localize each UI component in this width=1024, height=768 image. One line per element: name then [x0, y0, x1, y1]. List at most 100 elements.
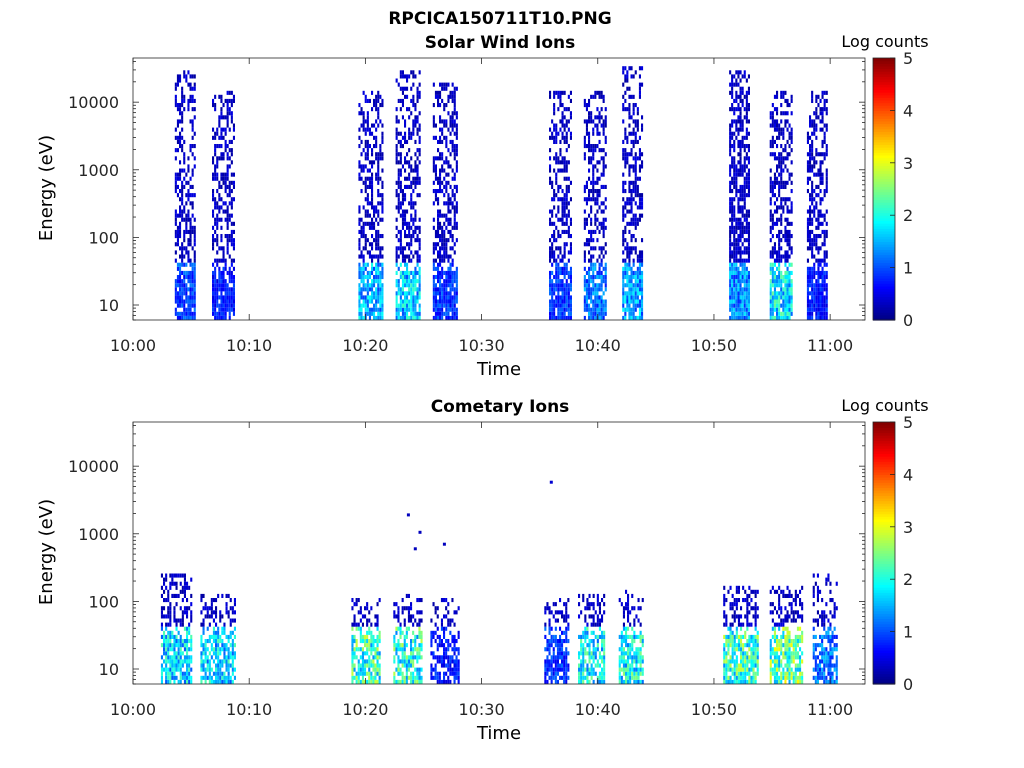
- heatmap-cell: [638, 197, 641, 202]
- heatmap-cell: [179, 254, 182, 259]
- heatmap-cell: [569, 111, 572, 116]
- heatmap-cell: [557, 266, 560, 271]
- heatmap-cell: [747, 103, 750, 108]
- heatmap-cell: [177, 651, 180, 656]
- heatmap-cell: [626, 135, 629, 140]
- heatmap-cell: [739, 246, 742, 251]
- heatmap-cell: [218, 180, 221, 185]
- heatmap-cell: [412, 234, 415, 239]
- heatmap-cell: [445, 315, 448, 320]
- heatmap-cell: [368, 168, 371, 173]
- heatmap-cell: [588, 238, 591, 243]
- heatmap-cell: [204, 671, 207, 676]
- heatmap-cell: [223, 622, 226, 627]
- heatmap-cell: [163, 614, 166, 619]
- heatmap-cell: [410, 135, 413, 140]
- heatmap-cell: [217, 667, 220, 672]
- heatmap-cell: [743, 70, 746, 75]
- heatmap-cell: [600, 315, 603, 320]
- heatmap-cell: [364, 663, 367, 668]
- heatmap-cell: [179, 107, 182, 112]
- heatmap-cell: [604, 287, 607, 292]
- heatmap-cell: [811, 246, 814, 251]
- heatmap-cell: [361, 671, 364, 676]
- heatmap-cell: [747, 156, 750, 161]
- heatmap-cell: [600, 303, 603, 308]
- heatmap-cell: [741, 266, 744, 271]
- heatmap-cell: [179, 266, 182, 271]
- heatmap-cell: [370, 679, 373, 684]
- heatmap-cell: [821, 315, 824, 320]
- heatmap-cell: [373, 221, 376, 226]
- heatmap-cell: [189, 262, 192, 267]
- heatmap-cell: [598, 254, 601, 259]
- heatmap-cell: [163, 639, 166, 644]
- heatmap-cell: [778, 311, 781, 316]
- heatmap-cell: [189, 148, 192, 153]
- heatmap-cell: [811, 291, 814, 296]
- heatmap-cell: [410, 606, 413, 611]
- heatmap-cell: [733, 209, 736, 214]
- heatmap-cell: [731, 90, 734, 95]
- heatmap-cell: [220, 315, 223, 320]
- heatmap-cell: [557, 283, 560, 288]
- heatmap-cell: [445, 139, 448, 144]
- heatmap-cell: [771, 184, 774, 189]
- heatmap-cell: [193, 250, 196, 255]
- heatmap-cell: [179, 655, 182, 660]
- heatmap-cell: [355, 671, 358, 676]
- heatmap-cell: [216, 164, 219, 169]
- heatmap-cell: [771, 144, 774, 149]
- heatmap-cell: [176, 184, 179, 189]
- heatmap-cell: [414, 311, 417, 316]
- heatmap-cell: [187, 164, 190, 169]
- heatmap-cell: [395, 254, 398, 259]
- heatmap-cell: [191, 119, 194, 124]
- heatmap-cell: [817, 315, 820, 320]
- heatmap-cell: [780, 119, 783, 124]
- heatmap-cell: [416, 279, 419, 284]
- heatmap-cell: [771, 135, 774, 140]
- heatmap-cell: [641, 197, 644, 202]
- heatmap-cell: [217, 647, 220, 652]
- colorbar-segment: [873, 186, 895, 190]
- heatmap-cell: [735, 180, 738, 185]
- heatmap-cell: [228, 127, 231, 132]
- heatmap-cell: [219, 679, 222, 684]
- heatmap-cell: [447, 164, 450, 169]
- heatmap-cell: [729, 307, 732, 312]
- heatmap-cell: [590, 291, 593, 296]
- heatmap-cell: [186, 585, 189, 590]
- colorbar-segment: [873, 283, 895, 287]
- heatmap-cell: [624, 180, 627, 185]
- heatmap-cell: [784, 156, 787, 161]
- heatmap-cell: [784, 262, 787, 267]
- heatmap-cell: [375, 254, 378, 259]
- heatmap-cell: [553, 299, 556, 304]
- heatmap-cell: [569, 180, 572, 185]
- heatmap-cell: [453, 172, 456, 177]
- heatmap-cell: [825, 189, 828, 194]
- heatmap-cell: [397, 184, 400, 189]
- heatmap-cell: [747, 287, 750, 292]
- heatmap-cell: [399, 647, 402, 652]
- heatmap-cell: [771, 303, 774, 308]
- heatmap-cell: [786, 287, 789, 292]
- heatmap-cell: [401, 135, 404, 140]
- heatmap-cell: [449, 229, 452, 234]
- heatmap-cell: [378, 634, 381, 639]
- heatmap-cell: [773, 139, 776, 144]
- heatmap-cell: [393, 647, 396, 652]
- heatmap-cell: [432, 135, 435, 140]
- heatmap-cell: [225, 663, 228, 668]
- colorbar-segment: [873, 270, 895, 274]
- heatmap-cell: [204, 667, 207, 672]
- heatmap-cell: [412, 119, 415, 124]
- heatmap-cell: [811, 131, 814, 136]
- heatmap-cell: [782, 197, 785, 202]
- heatmap-cell: [193, 217, 196, 222]
- heatmap-cell: [176, 103, 179, 108]
- heatmap-cell: [739, 172, 742, 177]
- colorbar-segment: [873, 131, 895, 135]
- heatmap-cell: [737, 168, 740, 173]
